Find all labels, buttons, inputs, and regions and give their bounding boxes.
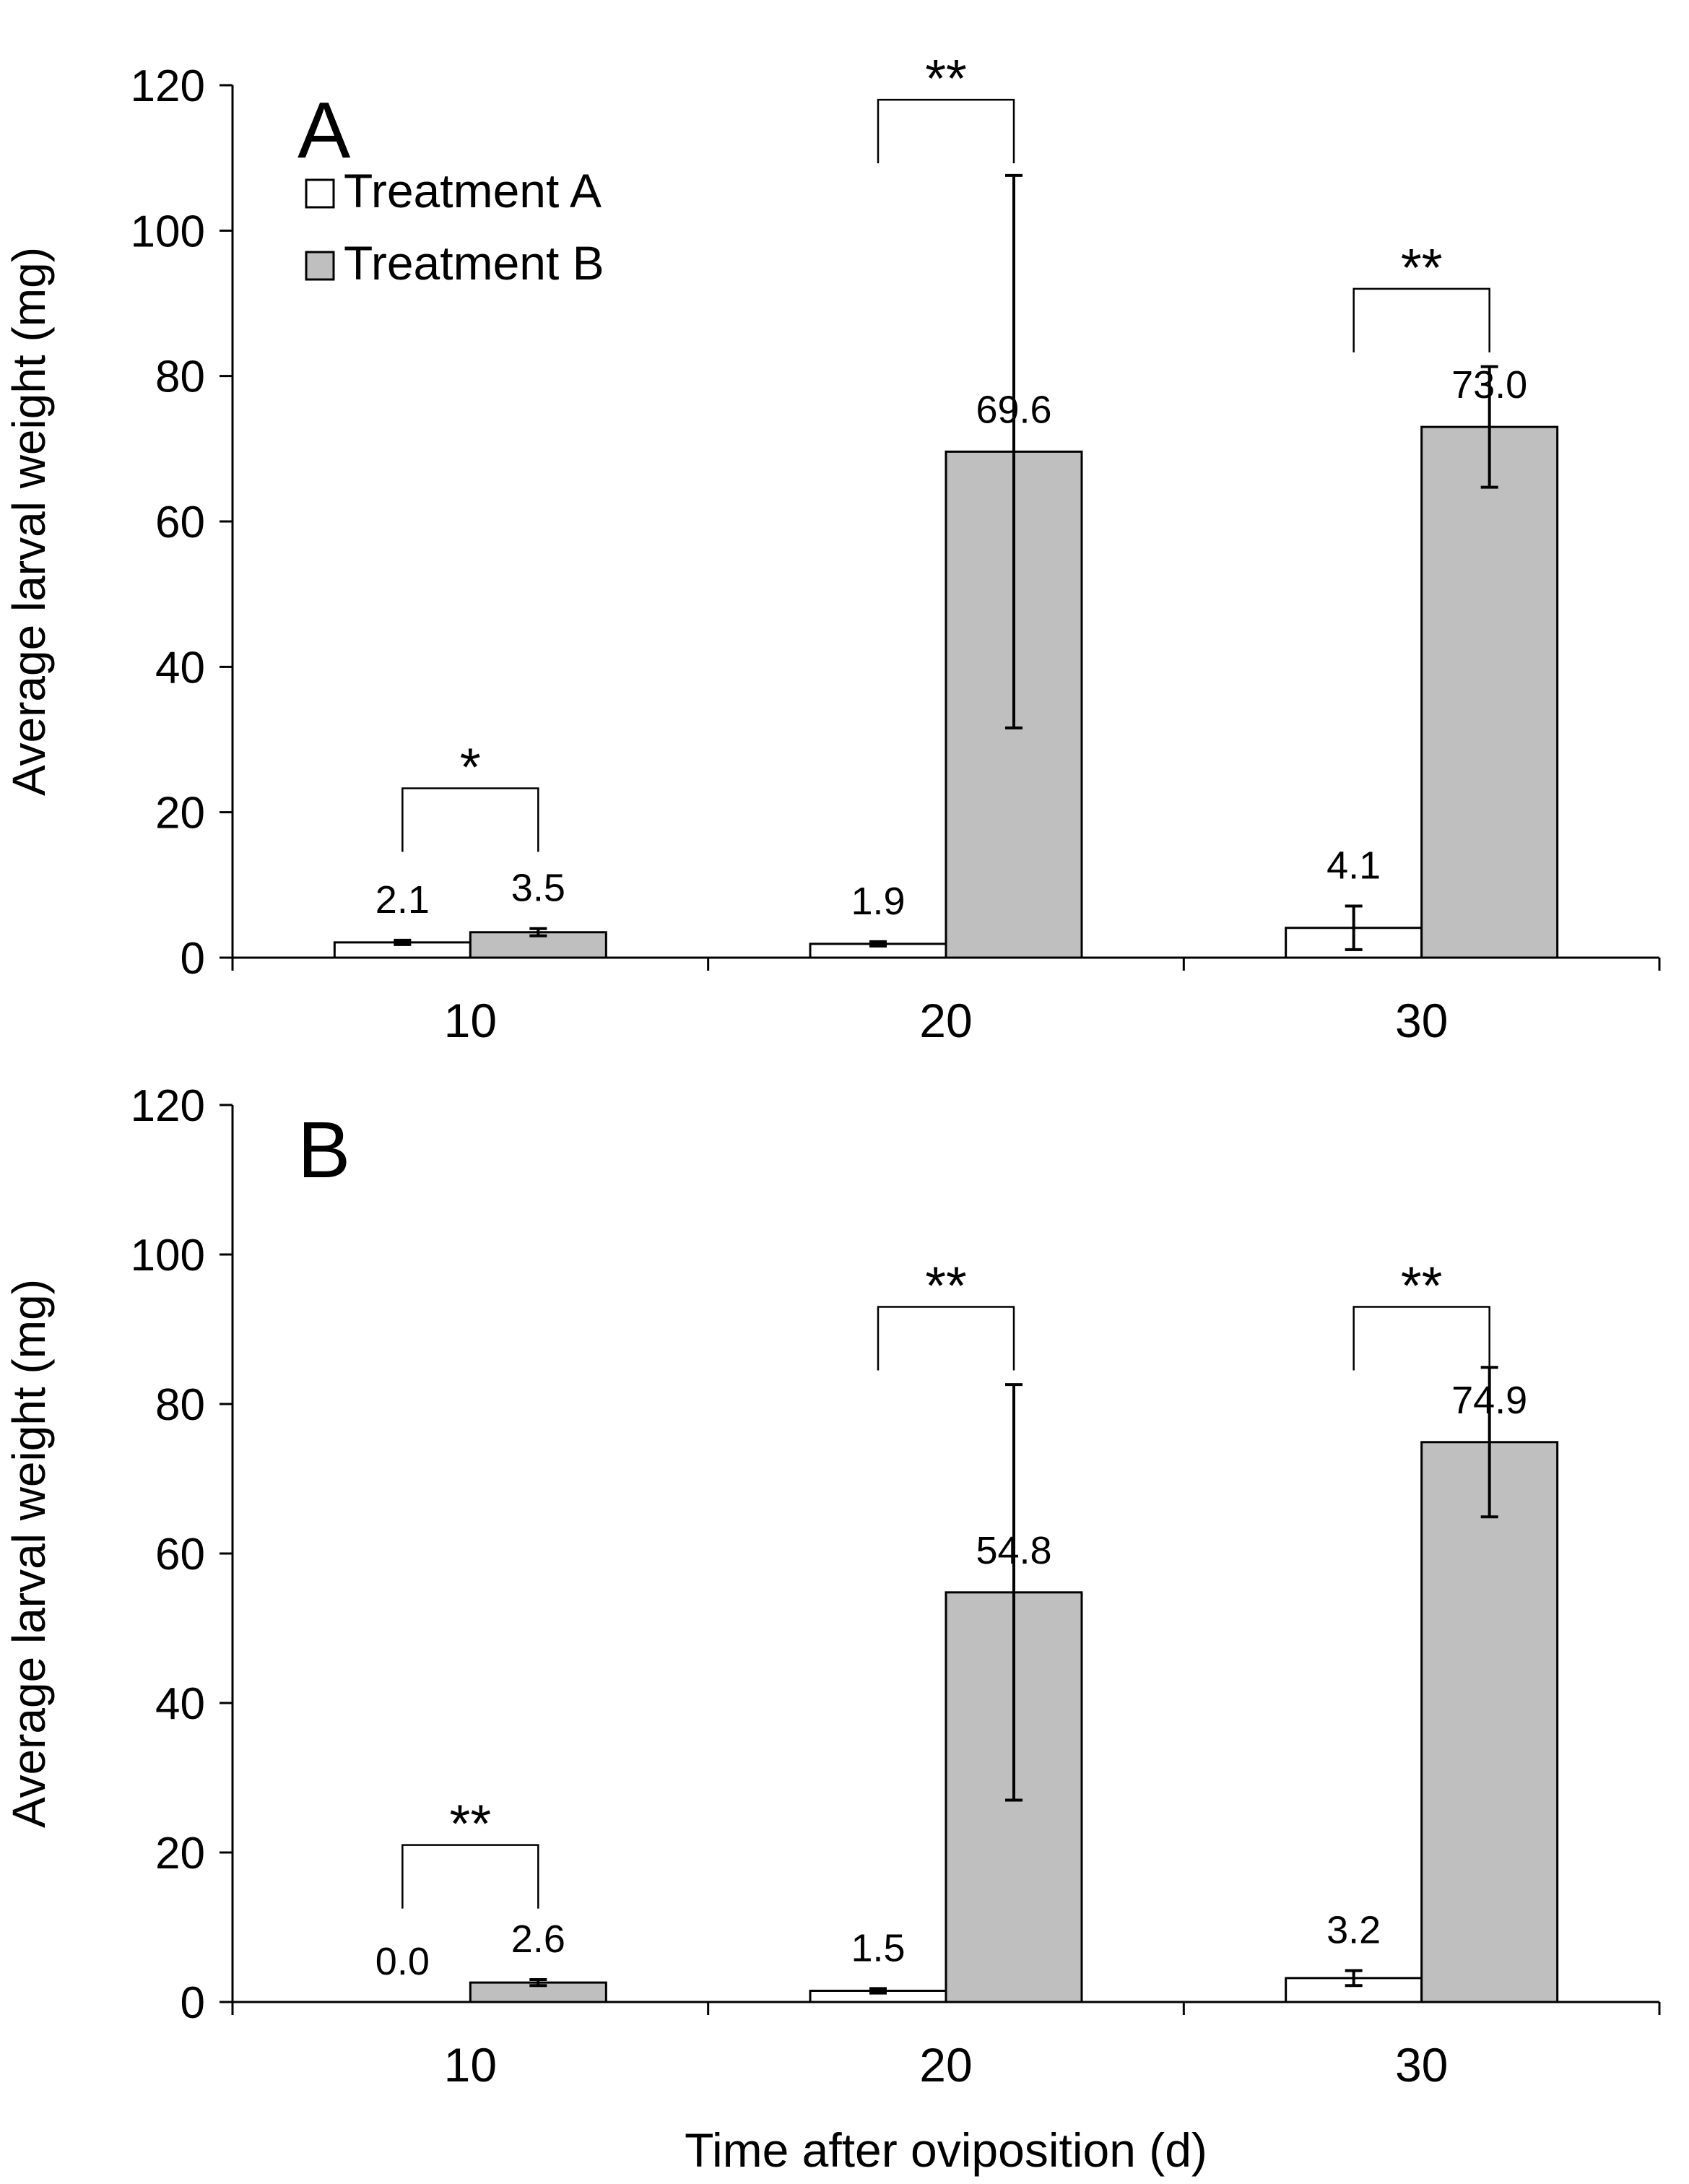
significance-bracket [877,1306,1015,1371]
data-label: 73.0 [1451,363,1527,407]
y-tick-label: 20 [155,789,205,838]
y-tick-label: 60 [155,1530,205,1580]
x-tick-label: 30 [1395,994,1448,1047]
legend-label: Treatment B [344,236,604,290]
y-axis-title: Average larval weight (mg) [3,1279,55,1828]
panel-label: A [298,86,351,175]
significance-bracket [1352,287,1490,352]
y-tick-label: 40 [155,643,205,693]
y-tick-label: 20 [155,1829,205,1878]
y-tick-label: 80 [155,352,205,402]
data-label: 0.0 [375,1940,430,1983]
bar [1420,425,1559,959]
legend-swatch [305,251,335,281]
data-label: 3.2 [1327,1909,1381,1952]
data-label: 4.1 [1327,844,1381,888]
significance-mark: ** [1401,238,1443,298]
data-label: 1.5 [851,1926,905,1970]
significance-bracket [877,98,1015,164]
data-label: 3.5 [511,867,565,910]
y-tick-label: 100 [131,207,205,256]
x-tick-label: 10 [444,994,497,1047]
y-tick-label: 40 [155,1679,205,1729]
significance-mark: ** [925,1255,967,1315]
data-label: 54.8 [976,1529,1051,1572]
significance-mark: ** [1401,1255,1443,1315]
y-tick-label: 120 [131,61,205,111]
x-tick-label: 20 [919,994,972,1047]
data-label: 2.6 [511,1918,565,1961]
significance-mark: ** [450,1794,492,1854]
significance-mark: * [460,737,481,797]
y-tick-label: 0 [181,934,205,984]
chart-panel-b: 0 20 40 60 80 100 120 10 20 30 Average larval weig… [3,1081,1661,2177]
data-label: 1.9 [851,880,905,923]
significance-bracket [401,1844,539,1909]
chart-panel-a: 0 20 40 60 80 100 120 10 20 30 Average larval weig… [3,48,1661,1047]
legend-swatch [305,178,335,209]
x-tick-label: 10 [444,2038,497,2092]
data-label: 69.6 [976,388,1051,431]
data-label: 74.9 [1451,1379,1527,1422]
y-tick-label: 100 [131,1231,205,1280]
bar [1420,1441,1559,2003]
x-axis-title: Time after oviposition (d) [685,2123,1207,2177]
y-tick-label: 120 [131,1081,205,1131]
legend-label: Treatment A [344,164,602,217]
significance-mark: ** [925,48,967,108]
significance-bracket [1352,1306,1490,1371]
x-tick-label: 20 [919,2038,972,2092]
y-tick-label: 80 [155,1380,205,1430]
data-label: 2.1 [375,878,430,922]
x-tick-label: 30 [1395,2038,1448,2092]
y-tick-label: 60 [155,498,205,547]
significance-bracket [401,787,539,852]
y-tick-label: 0 [181,1978,205,2028]
panel-label: B [298,1106,350,1195]
y-axis-title: Average larval weight (mg) [3,247,55,796]
